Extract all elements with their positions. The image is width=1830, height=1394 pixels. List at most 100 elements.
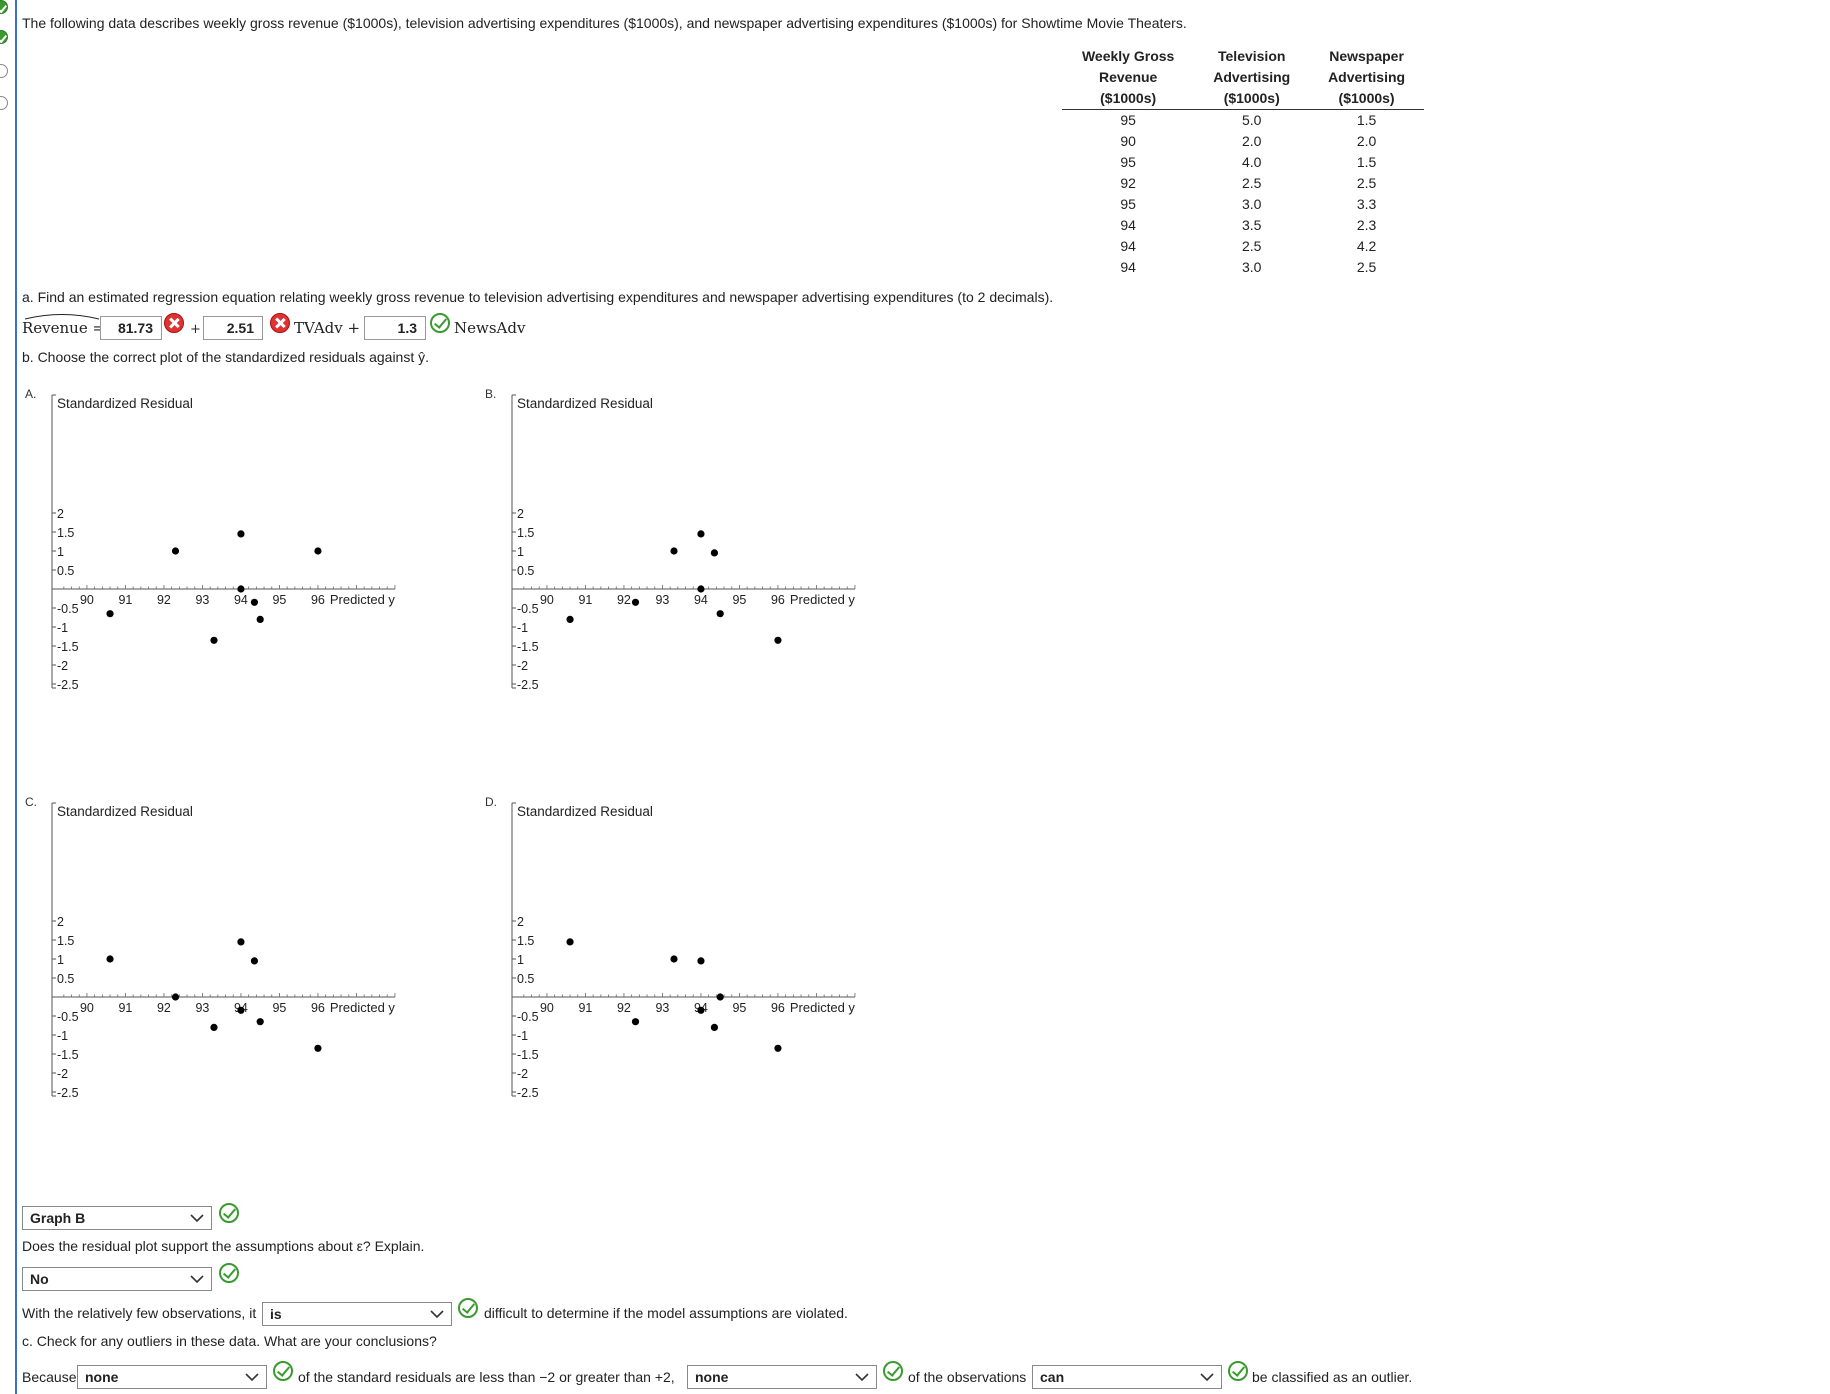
table-row: 90 2.0 2.0	[1062, 131, 1424, 152]
part-a-question: a. Find an estimated regression equation…	[22, 289, 1054, 305]
x-axis-label: Predicted y	[790, 592, 856, 607]
correct-check-icon	[430, 313, 450, 333]
because-text: Because	[22, 1369, 77, 1385]
y-tick-label: 2	[517, 507, 524, 521]
x-tick-label: 90	[80, 593, 94, 607]
correct-check-icon	[1228, 1361, 1248, 1381]
table-row: 95 3.0 3.3	[1062, 194, 1424, 215]
can-select[interactable]: can	[1032, 1365, 1222, 1389]
data-point	[210, 636, 218, 644]
y-tick-label: 0.5	[517, 564, 534, 578]
part-c-question: c. Check for any outliers in these data.…	[22, 1333, 437, 1349]
chevron-down-icon	[855, 1373, 869, 1382]
x-tick-label: 91	[578, 1001, 592, 1015]
support-select-value: No	[30, 1271, 49, 1287]
few-obs-suffix: difficult to determine if the model assu…	[484, 1305, 848, 1321]
outlier-count-select[interactable]: none	[77, 1365, 267, 1389]
data-point	[716, 993, 724, 1001]
chevron-down-icon	[1200, 1373, 1214, 1382]
completed-check-icon[interactable]	[0, 0, 8, 14]
y-tick-label: 1	[517, 953, 524, 967]
option-letter: B.	[485, 387, 496, 401]
y-tick-label: -2.5	[517, 678, 539, 692]
table-cell: 1.5	[1356, 112, 1377, 128]
correct-check-icon	[883, 1361, 903, 1381]
residual-condition-text: of the standard residuals are less than …	[298, 1369, 675, 1385]
table-row: 92 2.5 2.5	[1062, 173, 1424, 194]
intercept-input[interactable]: 81.73	[100, 316, 162, 340]
observations-select[interactable]: none	[687, 1365, 877, 1389]
unanswered-circle-icon[interactable]	[0, 96, 8, 110]
table-cell: 2.3	[1356, 217, 1377, 233]
support-select[interactable]: No	[22, 1267, 212, 1291]
data-point	[256, 1018, 264, 1026]
x-tick-label: 91	[578, 593, 592, 607]
option-letter: D.	[485, 795, 497, 809]
table-cell: 2.5	[1356, 259, 1377, 275]
table-cell: 3.3	[1356, 196, 1377, 212]
y-tick-label: -1	[57, 621, 68, 635]
news-label: NewsAdv	[454, 319, 526, 337]
data-point	[237, 530, 245, 538]
x-tick-label: 94	[234, 593, 248, 607]
y-tick-label: 1.5	[57, 934, 74, 948]
data-point	[106, 610, 114, 618]
x-tick-label: 91	[118, 593, 132, 607]
x-tick-label: 93	[655, 593, 669, 607]
y-tick-label: -1.5	[517, 640, 539, 654]
data-point	[314, 1044, 322, 1052]
y-tick-label: -2	[517, 659, 528, 673]
data-point	[250, 957, 259, 965]
table-cell: 2.5	[1241, 175, 1262, 191]
tv-label: TVAdv +	[294, 319, 361, 337]
plus-sign: +	[190, 322, 201, 337]
y-axis-label: Standardized Residual	[57, 804, 193, 819]
graph-select-value: Graph B	[30, 1210, 86, 1226]
table-row: 95 4.0 1.5	[1062, 152, 1424, 173]
data-point	[774, 1044, 782, 1052]
y-tick-label: 0.5	[517, 972, 534, 986]
y-tick-label: -1.5	[57, 1048, 79, 1062]
data-point	[250, 598, 259, 606]
y-tick-label: 2	[57, 507, 64, 521]
data-point	[566, 615, 574, 623]
table-cell: 95	[1120, 196, 1136, 212]
support-question: Does the residual plot support the assum…	[22, 1238, 425, 1254]
data-point	[171, 993, 180, 1001]
table-cell: 3.5	[1241, 217, 1262, 233]
data-point	[697, 957, 705, 965]
y-tick-label: 0.5	[57, 972, 74, 986]
chevron-down-icon	[190, 1275, 204, 1284]
y-tick-label: -1	[57, 1029, 68, 1043]
equation-lhs: Revenue =	[22, 319, 106, 337]
y-tick-label: -2	[517, 1067, 528, 1081]
news-coef-input[interactable]: 1.3	[364, 316, 426, 340]
y-tick-label: 2	[517, 915, 524, 929]
table-cell: 94	[1120, 238, 1136, 254]
table-cell: 3.0	[1241, 196, 1262, 212]
residual-plot: B. Standardized Residual 2 1.5 1 0.5 -0.5 -1 -1.…	[485, 387, 855, 692]
y-tick-label: -1.5	[517, 1048, 539, 1062]
option-letter: C.	[25, 795, 37, 809]
x-tick-label: 92	[617, 593, 631, 607]
data-point	[210, 1023, 218, 1031]
correct-check-icon	[273, 1361, 293, 1381]
table-row: 94 2.5 4.2	[1062, 236, 1424, 257]
y-tick-label: -2	[57, 659, 68, 673]
data-point	[710, 549, 719, 557]
outlier-conclusion-text: be classified as an outlier.	[1252, 1369, 1413, 1385]
y-tick-label: 0.5	[57, 564, 74, 578]
x-tick-label: 96	[311, 1001, 325, 1015]
graph-select[interactable]: Graph B	[22, 1206, 212, 1230]
x-tick-label: 93	[195, 1001, 209, 1015]
y-axis-label: Standardized Residual	[517, 804, 653, 819]
residual-plot: C. Standardized Residual 2 1.5 1 0.5 -0.5 -1 -1.…	[25, 795, 395, 1100]
tv-coef-input[interactable]: 2.51	[203, 316, 263, 340]
y-tick-label: -2	[57, 1067, 68, 1081]
unanswered-circle-icon[interactable]	[0, 64, 8, 78]
y-tick-label: -0.5	[517, 602, 539, 616]
y-tick-label: -2.5	[517, 1086, 539, 1100]
few-obs-select[interactable]: is	[262, 1302, 452, 1326]
completed-check-icon[interactable]	[0, 30, 8, 44]
y-tick-label: -1	[517, 621, 528, 635]
